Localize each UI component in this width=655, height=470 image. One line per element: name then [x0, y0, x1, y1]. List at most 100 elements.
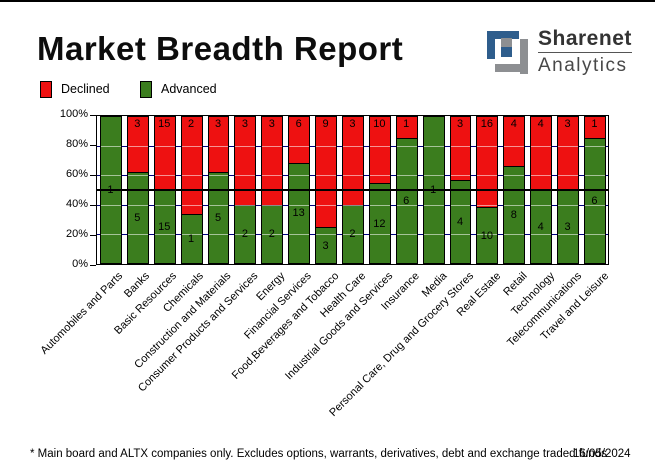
bar-gridline-overlay: [450, 233, 471, 235]
bar-declined-segment: [208, 117, 229, 172]
bar-declined-segment: [289, 117, 310, 164]
bar-gridline-overlay: [343, 204, 363, 206]
bar-gridline-overlay: [235, 175, 256, 177]
bar-gridline-overlay: [369, 204, 390, 206]
bar-gridline-overlay: [558, 233, 579, 235]
declined-count-label: 3: [349, 118, 356, 130]
advanced-count-label: 6: [403, 194, 410, 207]
bar-gridline-overlay: [289, 204, 310, 206]
legend-declined-label: Declined: [61, 82, 110, 96]
y-axis-tick-mark: [90, 115, 96, 116]
y-axis-tick-label: 0%: [72, 258, 88, 270]
bar-gridline-overlay: [181, 233, 202, 235]
bar-gridline-overlay: [504, 204, 525, 206]
bar-gridline-overlay: [558, 204, 579, 206]
bar-gridline-overlay: [558, 175, 579, 177]
sharenet-logo: Sharenet Analytics: [484, 28, 632, 75]
bar-gridline-overlay: [262, 175, 283, 177]
stacked-bar: [368, 116, 391, 264]
bar-declined-segment: [477, 117, 498, 207]
bar-gridline-overlay: [423, 204, 444, 206]
bar-declined-segment: [235, 117, 256, 205]
bar-gridline-overlay: [343, 146, 363, 148]
bar-declined-segment: [396, 117, 417, 138]
advanced-count-label: 8: [510, 208, 517, 221]
footnote-text: * Main board and ALTX companies only. Ex…: [30, 448, 607, 460]
bar-gridline-overlay: [154, 146, 175, 148]
declined-count-label: 3: [268, 118, 275, 130]
bar-gridline-overlay: [477, 175, 498, 177]
legend-advanced-swatch: [140, 81, 152, 98]
declined-count-label: 15: [158, 118, 171, 130]
advanced-count-label: 5: [214, 211, 222, 224]
bar-group: 10 12: [366, 116, 393, 264]
legend-item-advanced: Advanced: [140, 81, 217, 98]
bar-declined-segment: [450, 117, 471, 180]
bar-declined-segment: [316, 117, 337, 227]
y-axis-tick-mark: [90, 175, 96, 176]
bar-gridline-overlay: [423, 175, 444, 177]
sharenet-logo-text: Sharenet Analytics: [538, 28, 632, 75]
bar-gridline-overlay: [235, 233, 256, 235]
declined-count-label: 1: [591, 118, 598, 130]
bar-gridline-overlay: [181, 175, 202, 177]
bar-declined-segment: [585, 117, 605, 138]
bar-declined-segment: [181, 117, 202, 215]
advanced-count-label: 4: [456, 215, 464, 228]
bar-gridline-overlay: [316, 146, 337, 148]
bar-gridline-overlay: [181, 146, 202, 148]
bar-advanced-segment: [208, 171, 229, 263]
legend-advanced-label: Advanced: [161, 82, 217, 96]
bar-gridline-overlay: [262, 146, 283, 148]
bar-gridline-overlay: [289, 175, 310, 177]
bar-gridline-overlay: [208, 204, 229, 206]
bar-gridline-overlay: [531, 233, 552, 235]
bar-advanced-segment: [127, 171, 148, 263]
advanced-count-label: 2: [268, 228, 275, 241]
category-label: Automobiles and Parts: [38, 270, 125, 357]
bar-gridline-overlay: [127, 204, 148, 206]
advanced-count-label: 5: [134, 211, 141, 224]
declined-count-label: 2: [188, 118, 195, 130]
advanced-count-label: 3: [564, 221, 571, 233]
bar-declined-segment: [558, 117, 579, 190]
y-axis-tick-label: 20%: [65, 228, 88, 240]
stacked-bar: [126, 116, 149, 264]
declined-count-label: 10: [373, 118, 386, 130]
bar-declined-segment: [127, 117, 148, 172]
bar-gridline-overlay: [531, 146, 552, 148]
bar-gridline-overlay: [558, 146, 579, 148]
bar-gridline-overlay: [477, 233, 498, 235]
bar-gridline-overlay: [585, 146, 605, 148]
advanced-count-label: 12: [373, 217, 386, 230]
bar-declined-segment: [262, 117, 283, 205]
bar-gridline-overlay: [235, 146, 256, 148]
bar-gridline-overlay: [423, 146, 444, 148]
bar-gridline-overlay: [101, 204, 121, 206]
declined-count-label: 16: [480, 118, 494, 130]
bar-advanced-segment: [477, 206, 498, 263]
bar-gridline-overlay: [343, 233, 363, 235]
bar-gridline-overlay: [235, 204, 256, 206]
bar-advanced-segment: [396, 137, 417, 263]
bar-gridline-overlay: [208, 146, 229, 148]
y-axis-tick-label: 100%: [59, 108, 88, 120]
declined-count-label: 3: [564, 118, 571, 130]
y-axis-tick-label: 80%: [65, 138, 88, 150]
bar-gridline-overlay: [396, 204, 417, 206]
bar-gridline-overlay: [450, 175, 471, 177]
stacked-bar: [207, 116, 230, 264]
bar-gridline-overlay: [396, 175, 417, 177]
bar-gridline-overlay: [585, 175, 605, 177]
bar-gridline-overlay: [154, 233, 175, 235]
bar-gridline-overlay: [531, 175, 552, 177]
bar-gridline-overlay: [423, 233, 444, 235]
bar-gridline-overlay: [504, 175, 525, 177]
bar-gridline-overlay: [343, 175, 363, 177]
advanced-count-label: 4: [537, 221, 544, 233]
bar-declined-segment: [504, 117, 525, 166]
top-border-line: [0, 0, 655, 2]
bar-advanced-segment: [181, 214, 202, 263]
bar-gridline-overlay: [262, 204, 283, 206]
